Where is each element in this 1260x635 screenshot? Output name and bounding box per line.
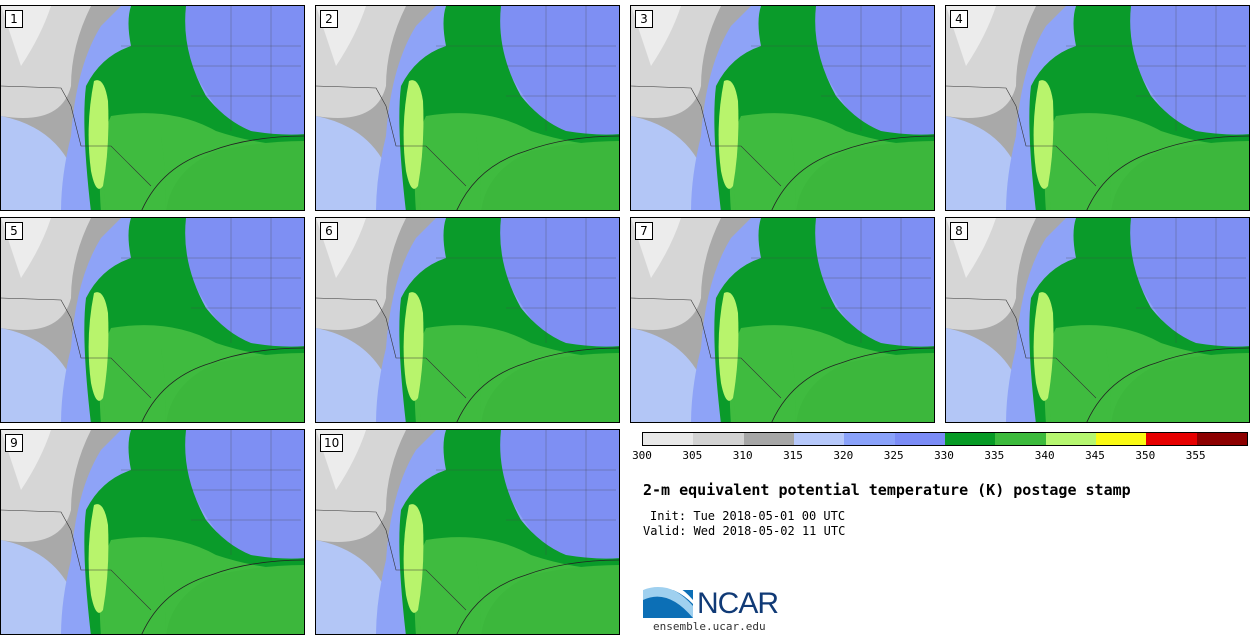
colorbar xyxy=(642,432,1248,446)
colorbar-segment xyxy=(1196,433,1247,445)
colorbar-segment xyxy=(1045,433,1096,445)
map-panel: 8 xyxy=(945,217,1250,423)
map-panel: 4 xyxy=(945,5,1250,211)
panel-number: 3 xyxy=(635,10,653,28)
colorbar-segment xyxy=(793,433,845,445)
colorbar-tick-label: 335 xyxy=(984,449,1005,462)
init-time: Init: Tue 2018-05-01 00 UTC xyxy=(650,509,846,523)
colorbar-tick-label: 350 xyxy=(1135,449,1156,462)
map-panel: 1 xyxy=(0,5,305,211)
valid-time: Valid: Wed 2018-05-02 11 UTC xyxy=(643,524,846,538)
colorbar-tick-label: 315 xyxy=(783,449,803,462)
map-panel: 3 xyxy=(630,5,935,211)
ncar-logo-icon xyxy=(643,581,693,618)
colorbar-tick-label: 345 xyxy=(1085,449,1105,462)
colorbar-segment xyxy=(693,433,744,445)
panel-number: 5 xyxy=(5,222,23,240)
ncar-wordmark: NCAR xyxy=(697,587,779,620)
panel-number: 10 xyxy=(320,434,344,452)
colorbar-tick-label: 355 xyxy=(1185,449,1206,462)
panel-number: 8 xyxy=(950,222,968,240)
colorbar-segment xyxy=(743,433,794,445)
color-legend: 300 305 310 315 320 325 330 335 340 345 350 355 xyxy=(632,432,1260,462)
colorbar-ticks: 300 305 310 315 320 325 330 335 340 345 350 355 xyxy=(632,446,1260,462)
panel-number: 9 xyxy=(5,434,23,452)
panel-number: 2 xyxy=(320,10,338,28)
panel-number: 4 xyxy=(950,10,968,28)
website-url: ensemble.ucar.edu xyxy=(653,620,766,633)
map-panel: 2 xyxy=(315,5,620,211)
map-panel: 6 xyxy=(315,217,620,423)
colorbar-tick-label: 340 xyxy=(1034,449,1055,462)
colorbar-segment xyxy=(1146,433,1197,445)
map-panel: 5 xyxy=(0,217,305,423)
colorbar-segment xyxy=(944,433,996,445)
map-panel: 9 xyxy=(0,429,305,635)
chart-title: 2-m equivalent potential temperature (K)… xyxy=(643,481,1131,499)
colorbar-tick-label: 325 xyxy=(883,449,904,462)
colorbar-segment xyxy=(643,433,694,445)
colorbar-segment xyxy=(844,433,895,445)
colorbar-segment xyxy=(995,433,1046,445)
panel-number: 1 xyxy=(5,10,23,28)
colorbar-tick-label: 305 xyxy=(682,449,703,462)
colorbar-segment xyxy=(1095,433,1147,445)
map-panel: 7 xyxy=(630,217,935,423)
map-panel: 10 xyxy=(315,429,620,635)
colorbar-tick-label: 320 xyxy=(833,449,854,462)
colorbar-tick-label: 310 xyxy=(732,449,753,462)
colorbar-tick-label: 330 xyxy=(934,449,954,462)
panel-number: 6 xyxy=(320,222,338,240)
panel-number: 7 xyxy=(635,222,653,240)
colorbar-tick-label: 300 xyxy=(632,449,652,462)
colorbar-segment xyxy=(894,433,945,445)
